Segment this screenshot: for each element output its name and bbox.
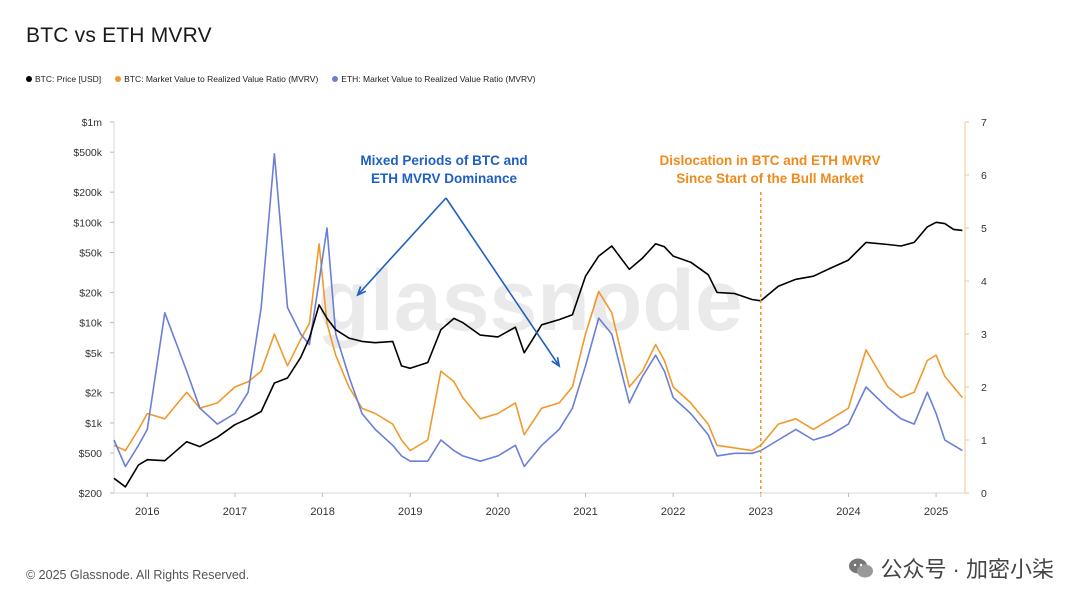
y-right-tick-label: 7 bbox=[981, 117, 987, 129]
y-left-tick-label: $1m bbox=[82, 117, 103, 129]
y-left-tick-label: $1k bbox=[85, 418, 103, 430]
y-left-tick-label: $2k bbox=[85, 388, 103, 400]
x-tick-label: 2019 bbox=[398, 506, 422, 518]
y-right-tick-label: 1 bbox=[981, 435, 987, 447]
legend-item-btc-mvrv[interactable]: BTC: Market Value to Realized Value Rati… bbox=[115, 74, 318, 84]
y-right-tick-label: 4 bbox=[981, 276, 987, 288]
wechat-account-badge: 公众号 · 加密小柒 bbox=[848, 552, 1054, 584]
legend-dot-icon bbox=[115, 76, 122, 82]
x-tick-label: 2024 bbox=[836, 506, 860, 518]
annotation-mixed-periods-line: Mixed Periods of BTC and bbox=[360, 153, 527, 168]
legend-dot-icon bbox=[332, 76, 339, 82]
series-line-0 bbox=[113, 221, 963, 488]
y-left-tick-label: $10k bbox=[79, 318, 103, 330]
legend-dot-icon bbox=[26, 76, 32, 82]
series-lines bbox=[113, 153, 964, 488]
chart-legend: BTC: Price [USD] BTC: Market Value to Re… bbox=[26, 74, 535, 84]
y-right-tick-label: 5 bbox=[981, 223, 987, 235]
y-left-tick-label: $500k bbox=[73, 147, 102, 159]
annotation-arrowhead bbox=[356, 286, 367, 297]
annotations: Mixed Periods of BTC and ETH MVRV Dominan… bbox=[356, 153, 881, 493]
x-tick-label: 2022 bbox=[661, 506, 685, 518]
y-right-tick-label: 6 bbox=[981, 170, 987, 182]
series-line-2 bbox=[113, 153, 963, 468]
y-right-tick-label: 0 bbox=[981, 488, 987, 500]
x-tick-label: 2018 bbox=[310, 506, 334, 518]
wechat-icon bbox=[849, 558, 874, 578]
annotation-dislocation-line: Since Start of the Bull Market bbox=[676, 171, 864, 186]
annotation-arrowhead bbox=[551, 357, 561, 368]
y-left-tick-label: $200 bbox=[79, 488, 103, 500]
y-right-tick-label: 3 bbox=[981, 329, 987, 341]
x-tick-label: 2021 bbox=[573, 506, 597, 518]
legend-item-btc-price[interactable]: BTC: Price [USD] bbox=[26, 74, 101, 84]
x-tick-label: 2017 bbox=[223, 506, 247, 518]
axes: $200 $500 $1k $2k $5k $10k $20k $50k $100k $200k $… bbox=[73, 117, 987, 518]
y-left-tick-label: $200k bbox=[73, 187, 102, 199]
annotation-arrow bbox=[357, 197, 447, 296]
chart-title: BTC vs ETH MVRV bbox=[26, 24, 212, 47]
annotation-mixed-periods-line: ETH MVRV Dominance bbox=[371, 171, 518, 186]
annotation-dislocation-line: Dislocation in BTC and ETH MVRV bbox=[659, 153, 880, 168]
y-right-tick-label: 2 bbox=[981, 382, 987, 394]
legend-label: BTC: Price [USD] bbox=[35, 74, 102, 84]
series-line-1 bbox=[113, 243, 964, 452]
y-left-tick-label: $20k bbox=[79, 287, 103, 299]
y-left-tick-label: $50k bbox=[79, 247, 103, 259]
legend-label: BTC: Market Value to Realized Value Rati… bbox=[124, 74, 319, 84]
x-tick-label: 2025 bbox=[924, 506, 948, 518]
legend-label: ETH: Market Value to Realized Value Rati… bbox=[341, 74, 536, 84]
x-tick-label: 2016 bbox=[135, 506, 159, 518]
y-left-tick-label: $500 bbox=[79, 448, 103, 460]
watermark-text: glassnode bbox=[317, 253, 742, 349]
y-left-tick-label: $5k bbox=[85, 348, 103, 360]
x-tick-label: 2020 bbox=[486, 506, 510, 518]
legend-item-eth-mvrv[interactable]: ETH: Market Value to Realized Value Rati… bbox=[332, 74, 535, 84]
x-tick-label: 2023 bbox=[749, 506, 773, 518]
y-left-tick-label: $100k bbox=[73, 217, 102, 229]
copyright-footer: © 2025 Glassnode. All Rights Reserved. bbox=[26, 568, 250, 582]
wechat-label: 公众号 · 加密小柒 bbox=[880, 557, 1054, 582]
annotation-arrow bbox=[445, 197, 560, 367]
